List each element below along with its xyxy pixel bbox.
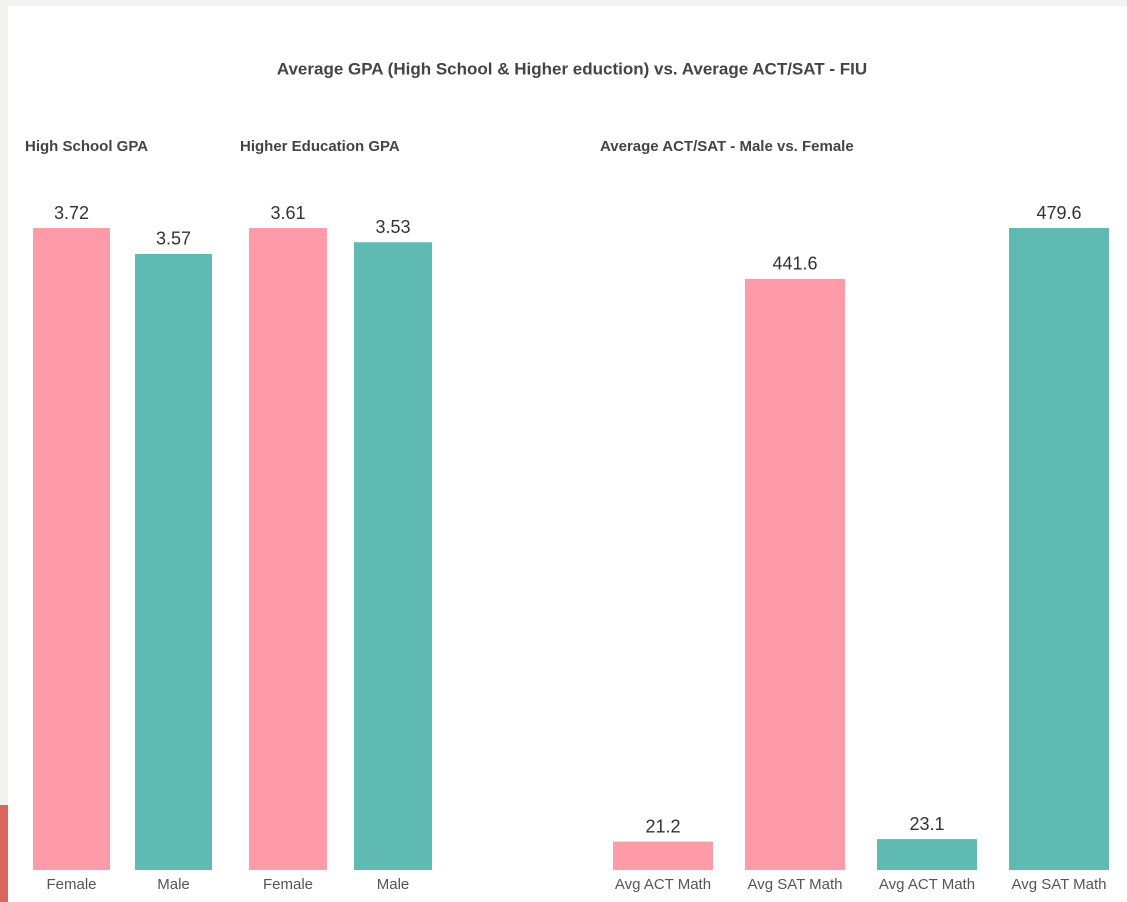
bar xyxy=(135,253,212,871)
bar xyxy=(249,228,327,870)
x-tick-label: Female xyxy=(46,876,96,893)
bar xyxy=(33,228,110,870)
chart-title: Average ACT/SAT - Male vs. Female xyxy=(600,138,854,155)
data-label: 3.53 xyxy=(375,217,410,237)
decor xyxy=(0,805,8,902)
x-tick-label: Female xyxy=(263,876,313,893)
x-tick-label: Avg SAT Math xyxy=(1011,876,1106,893)
data-label: 3.61 xyxy=(270,203,305,223)
data-label: 441.6 xyxy=(772,254,817,274)
x-tick-label: Avg SAT Math xyxy=(747,876,842,893)
bar xyxy=(1009,228,1109,870)
data-label: 3.57 xyxy=(156,229,191,249)
x-tick-label: Avg ACT Math xyxy=(615,876,711,893)
x-tick-label: Male xyxy=(377,876,410,893)
data-label: 21.2 xyxy=(645,816,680,836)
bar xyxy=(877,839,977,870)
bar xyxy=(745,278,845,870)
chart-title: High School GPA xyxy=(25,138,148,155)
bar xyxy=(613,841,713,870)
data-label: 479.6 xyxy=(1036,203,1081,223)
bar xyxy=(354,242,432,870)
data-label: 3.72 xyxy=(54,203,89,223)
data-label: 23.1 xyxy=(909,814,944,834)
x-tick-label: Avg ACT Math xyxy=(879,876,975,893)
chart-title: Higher Education GPA xyxy=(240,138,400,155)
x-tick-label: Male xyxy=(157,876,190,893)
dashboard-title: Average GPA (High School & Higher educti… xyxy=(277,59,867,78)
